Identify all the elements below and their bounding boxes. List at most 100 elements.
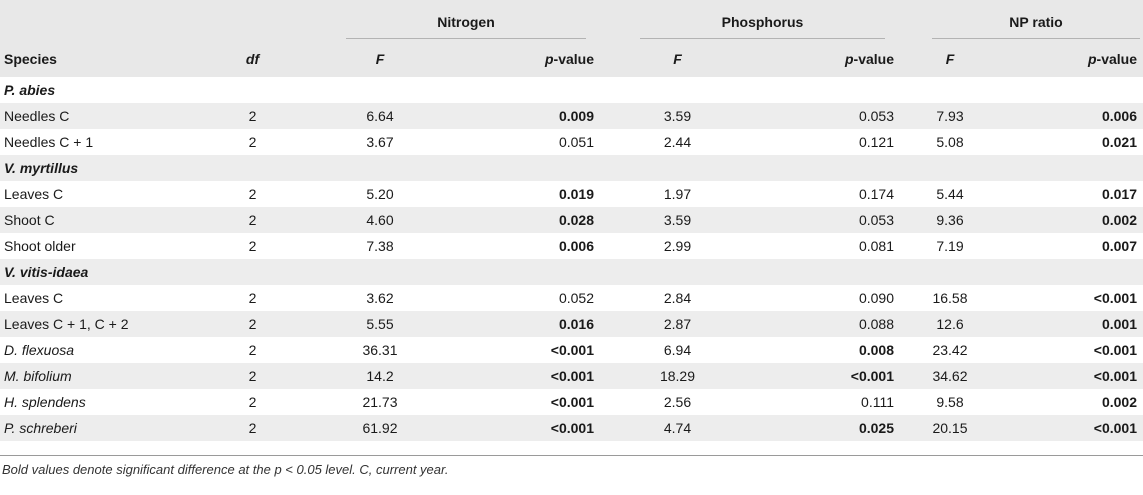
cell-np-p: 0.017 <box>1101 186 1137 202</box>
cell-phosphorus-f: 1.97 <box>663 186 692 202</box>
cell-phosphorus-p: 0.053 <box>755 207 900 233</box>
table-row: Leaves C 2 5.20 0.019 1.97 0.174 5.44 0.017 <box>0 181 1143 207</box>
cell-phosphorus-f: 2.44 <box>663 134 692 150</box>
group-rule-phosphorus <box>640 38 885 39</box>
cell-df: 2 <box>248 134 257 150</box>
col-header-nitrogen-f: F <box>375 50 385 67</box>
cell-nitrogen-p: <0.001 <box>455 415 600 441</box>
cell-species: P. schreberi <box>0 415 200 441</box>
cell-np-f: 5.08 <box>936 134 964 150</box>
cell-np-p: <0.001 <box>1093 342 1137 358</box>
col-header-species: Species <box>4 50 57 67</box>
cell-nitrogen-p: 0.016 <box>455 311 600 337</box>
group-rule-np-ratio <box>932 38 1140 39</box>
group-label-phosphorus: Phosphorus <box>721 14 804 30</box>
cell-species: D. flexuosa <box>4 342 75 358</box>
cell-nitrogen-f: 14.2 <box>305 363 455 389</box>
col-header-phosphorus-f: F <box>673 50 682 67</box>
cell-np-f: 23.42 <box>932 342 968 358</box>
group-label-nitrogen: Nitrogen <box>437 14 495 30</box>
cell-df: 2 <box>248 186 257 202</box>
cell-np-f: 12.6 <box>900 311 1000 337</box>
table-row: Shoot C 2 4.60 0.028 3.59 0.053 9.36 0.002 <box>0 207 1143 233</box>
cell-np-p: 0.007 <box>1101 238 1137 254</box>
col-header-np-p: p-value <box>1087 50 1137 67</box>
cell-nitrogen-f: 21.73 <box>362 394 398 410</box>
cell-np-f: 20.15 <box>900 415 1000 441</box>
cell-nitrogen-f: 61.92 <box>305 415 455 441</box>
cell-df: 2 <box>248 238 257 254</box>
cell-phosphorus-f: 3.59 <box>600 103 755 129</box>
cell-np-p: 0.006 <box>1000 103 1143 129</box>
cell-nitrogen-p: 0.028 <box>455 207 600 233</box>
cell-phosphorus-p: 0.174 <box>858 186 894 202</box>
cell-np-p: <0.001 <box>1000 363 1143 389</box>
section-row: V. myrtillus <box>0 155 1143 181</box>
section-label: V. myrtillus <box>0 155 1143 181</box>
section-row: V. vitis-idaea <box>0 259 1143 285</box>
cell-nitrogen-f: 7.38 <box>366 238 394 254</box>
section-row: P. abies <box>0 77 1143 103</box>
cell-species: Needles C <box>0 103 200 129</box>
table-row: Leaves C 2 3.62 0.052 2.84 0.090 16.58 <0.001 <box>0 285 1143 311</box>
cell-np-p: 0.001 <box>1000 311 1143 337</box>
cell-species: M. bifolium <box>0 363 200 389</box>
cell-species: Leaves C <box>4 290 64 306</box>
cell-df: 2 <box>200 311 305 337</box>
cell-df: 2 <box>248 342 257 358</box>
table-footnote: Bold values denote significant differenc… <box>2 462 449 477</box>
cell-phosphorus-f: 2.99 <box>663 238 692 254</box>
cell-phosphorus-p: 0.088 <box>755 311 900 337</box>
cell-phosphorus-f: 2.87 <box>600 311 755 337</box>
table-row: P. schreberi 2 61.92 <0.001 4.74 0.025 20.15 <0… <box>0 415 1143 441</box>
cell-np-p: 0.021 <box>1101 134 1137 150</box>
cell-np-p: <0.001 <box>1000 415 1143 441</box>
cell-nitrogen-f: 3.62 <box>366 290 394 306</box>
cell-nitrogen-f: 6.64 <box>305 103 455 129</box>
cell-df: 2 <box>200 103 305 129</box>
group-rule-nitrogen <box>346 38 586 39</box>
cell-species: Shoot older <box>4 238 76 254</box>
results-table: Species df F p-value F p-value F p-value… <box>0 40 1143 441</box>
cell-species: Shoot C <box>0 207 200 233</box>
cell-nitrogen-p: <0.001 <box>550 394 594 410</box>
table-row: Needles C + 1 2 3.67 0.051 2.44 0.121 5.08 0.02… <box>0 129 1143 155</box>
cell-nitrogen-f: 3.67 <box>366 134 394 150</box>
cell-phosphorus-p: 0.090 <box>858 290 894 306</box>
cell-np-p: 0.002 <box>1101 394 1137 410</box>
cell-phosphorus-p: 0.111 <box>861 394 894 410</box>
cell-nitrogen-p: <0.001 <box>455 363 600 389</box>
cell-phosphorus-p: 0.053 <box>755 103 900 129</box>
cell-np-f: 9.58 <box>936 394 964 410</box>
cell-phosphorus-p: 0.008 <box>858 342 894 358</box>
column-header-row: Species df F p-value F p-value F p-value <box>0 40 1143 77</box>
cell-np-f: 7.19 <box>936 238 964 254</box>
col-header-np-f: F <box>945 50 955 67</box>
table-row: Leaves C + 1, C + 2 2 5.55 0.016 2.87 0.088 12… <box>0 311 1143 337</box>
cell-np-p: <0.001 <box>1093 290 1137 306</box>
cell-species: Leaves C <box>4 186 64 202</box>
section-label: P. abies <box>4 82 56 98</box>
cell-df: 2 <box>200 207 305 233</box>
cell-np-f: 34.62 <box>900 363 1000 389</box>
col-header-nitrogen-p: p-value <box>544 50 594 67</box>
cell-df: 2 <box>200 363 305 389</box>
cell-phosphorus-p: 0.081 <box>858 238 894 254</box>
table-row: Needles C 2 6.64 0.009 3.59 0.053 7.93 0.006 <box>0 103 1143 129</box>
cell-df: 2 <box>248 394 257 410</box>
cell-phosphorus-f: 4.74 <box>600 415 755 441</box>
cell-phosphorus-f: 18.29 <box>600 363 755 389</box>
cell-np-f: 9.36 <box>900 207 1000 233</box>
table-row: M. bifolium 2 14.2 <0.001 18.29 <0.001 34.62 <0… <box>0 363 1143 389</box>
cell-nitrogen-f: 5.20 <box>366 186 394 202</box>
section-label: V. vitis-idaea <box>0 259 1143 285</box>
col-header-df: df <box>245 50 260 67</box>
cell-phosphorus-f: 6.94 <box>663 342 692 358</box>
cell-nitrogen-p: 0.051 <box>558 134 594 150</box>
cell-species: Needles C + 1 <box>4 134 94 150</box>
cell-nitrogen-p: 0.006 <box>558 238 594 254</box>
col-header-phosphorus-p: p-value <box>844 50 894 67</box>
cell-phosphorus-p: 0.025 <box>755 415 900 441</box>
cell-species: Leaves C + 1, C + 2 <box>0 311 200 337</box>
